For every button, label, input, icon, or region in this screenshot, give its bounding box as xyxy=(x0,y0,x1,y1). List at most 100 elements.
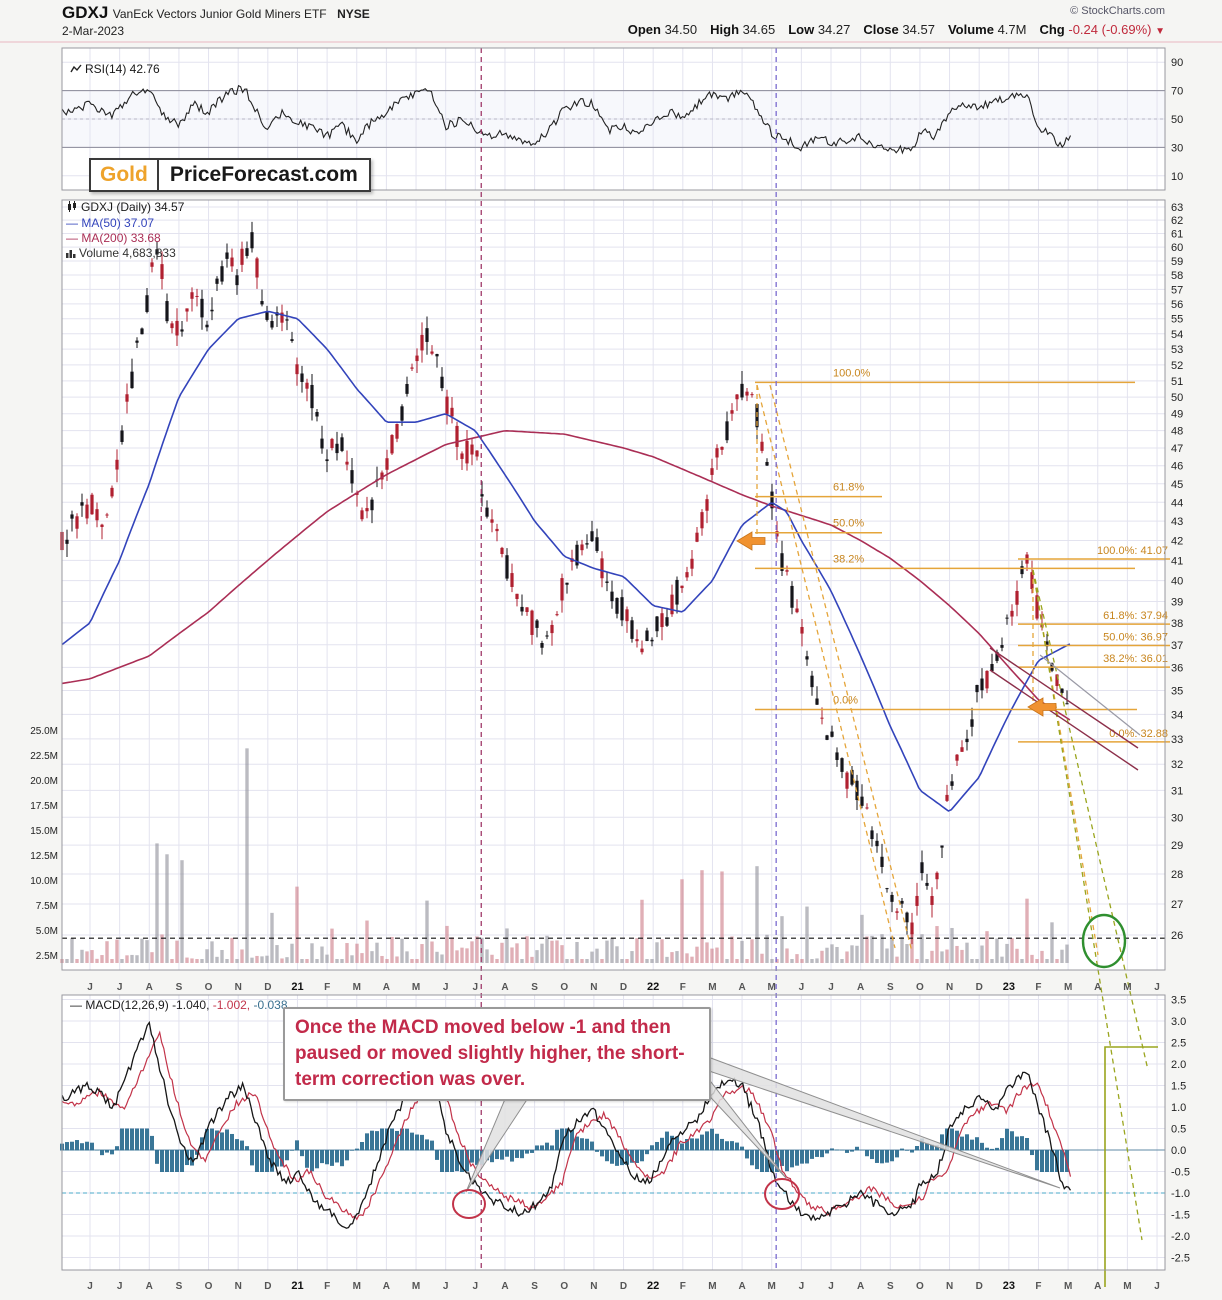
svg-text:29: 29 xyxy=(1171,840,1183,852)
svg-text:D: D xyxy=(264,1281,271,1292)
svg-text:61.8%: 37.94: 61.8%: 37.94 xyxy=(1103,610,1168,622)
svg-text:O: O xyxy=(916,1281,924,1292)
declining-channel-lines xyxy=(989,647,1141,771)
svg-text:M: M xyxy=(708,1281,716,1292)
svg-text:23: 23 xyxy=(1003,981,1015,993)
svg-text:40: 40 xyxy=(1171,576,1183,588)
svg-text:59: 59 xyxy=(1171,256,1183,268)
svg-text:F: F xyxy=(680,1281,686,1292)
svg-text:2.5: 2.5 xyxy=(1171,1038,1186,1050)
chart-date: 2-Mar-2023 xyxy=(62,24,125,38)
logo-rest-text: PriceForecast.com xyxy=(156,160,369,190)
legend-ma200: MA(200) 33.68 xyxy=(81,231,161,245)
svg-text:F: F xyxy=(324,982,330,993)
svg-text:2.0: 2.0 xyxy=(1171,1059,1186,1071)
svg-text:12.5M: 12.5M xyxy=(30,851,58,862)
svg-text:38.2%: 36.01: 38.2%: 36.01 xyxy=(1103,653,1168,665)
svg-text:-1.0: -1.0 xyxy=(1171,1188,1190,1200)
main-chart-legend: GDXJ (Daily) 34.57 — MA(50) 37.07 — MA(2… xyxy=(66,200,185,260)
svg-text:70: 70 xyxy=(1171,86,1183,98)
svg-text:32: 32 xyxy=(1171,759,1183,771)
close-value: 34.57 xyxy=(902,22,935,37)
svg-text:0.5: 0.5 xyxy=(1171,1124,1186,1136)
svg-text:90: 90 xyxy=(1171,57,1183,69)
svg-text:30: 30 xyxy=(1171,812,1183,824)
macd-line xyxy=(61,1020,1072,1229)
svg-text:46: 46 xyxy=(1171,461,1183,473)
svg-text:42: 42 xyxy=(1171,536,1183,548)
svg-text:D: D xyxy=(976,982,983,993)
svg-text:5.0M: 5.0M xyxy=(36,926,58,937)
rsi-reference-lines xyxy=(62,90,1165,148)
svg-text:56: 56 xyxy=(1171,299,1183,311)
svg-text:N: N xyxy=(235,1281,242,1292)
svg-text:F: F xyxy=(1035,1281,1041,1292)
svg-text:53: 53 xyxy=(1171,344,1183,356)
svg-text:J: J xyxy=(117,1281,123,1292)
svg-text:J: J xyxy=(1154,982,1160,993)
red-circle-annotation-2 xyxy=(764,1178,800,1210)
svg-text:37: 37 xyxy=(1171,640,1183,652)
svg-text:J: J xyxy=(799,1281,805,1292)
svg-text:55: 55 xyxy=(1171,314,1183,326)
svg-text:38.2%: 38.2% xyxy=(833,553,864,565)
svg-text:61.8%: 61.8% xyxy=(833,482,864,494)
svg-text:A: A xyxy=(383,982,390,993)
svg-text:M: M xyxy=(1064,1281,1072,1292)
svg-text:21: 21 xyxy=(291,1280,303,1292)
svg-text:-1.5: -1.5 xyxy=(1171,1210,1190,1222)
ma50-line xyxy=(61,310,1071,812)
svg-text:J: J xyxy=(473,982,479,993)
svg-text:2.5M: 2.5M xyxy=(36,951,58,962)
svg-text:44: 44 xyxy=(1171,497,1183,509)
open-value: 34.50 xyxy=(664,22,698,37)
svg-text:38: 38 xyxy=(1171,618,1183,630)
logo-gold-text: Gold xyxy=(100,163,148,186)
svg-text:N: N xyxy=(946,982,953,993)
svg-text:10: 10 xyxy=(1171,171,1183,183)
svg-text:100.0%: 41.07: 100.0%: 41.07 xyxy=(1097,545,1168,557)
svg-text:1.5: 1.5 xyxy=(1171,1081,1186,1093)
candlestick-icon xyxy=(66,201,78,216)
svg-text:51: 51 xyxy=(1171,376,1183,388)
svg-text:M: M xyxy=(1064,982,1072,993)
svg-text:N: N xyxy=(590,982,597,993)
macd-line-value: -1.040, xyxy=(172,998,210,1012)
open-label: Open xyxy=(627,22,661,37)
svg-text:D: D xyxy=(620,1281,627,1292)
svg-text:J: J xyxy=(828,1281,834,1292)
instrument-name: VanEck Vectors Junior Gold Miners ETF xyxy=(112,7,327,21)
svg-text:J: J xyxy=(87,982,93,993)
svg-text:21: 21 xyxy=(291,981,303,993)
svg-text:J: J xyxy=(1154,1281,1160,1292)
chg-label: Chg xyxy=(1039,22,1065,37)
svg-text:30: 30 xyxy=(1171,142,1183,154)
svg-text:23: 23 xyxy=(1003,1280,1015,1292)
svg-text:39: 39 xyxy=(1171,596,1183,608)
svg-text:S: S xyxy=(887,1281,894,1292)
svg-text:S: S xyxy=(176,1281,183,1292)
volume-value: 4.7M xyxy=(997,22,1027,37)
svg-text:63: 63 xyxy=(1171,202,1183,214)
macd-signal-value: -1.002, xyxy=(212,998,251,1012)
svg-text:O: O xyxy=(560,982,568,993)
high-value: 34.65 xyxy=(742,22,776,37)
svg-text:A: A xyxy=(146,1281,153,1292)
high-label: High xyxy=(710,22,740,37)
svg-text:61: 61 xyxy=(1171,229,1183,241)
svg-text:50: 50 xyxy=(1171,392,1183,404)
close-label: Close xyxy=(863,22,899,37)
svg-text:3.5: 3.5 xyxy=(1171,995,1186,1007)
svg-text:48: 48 xyxy=(1171,426,1183,438)
svg-text:M: M xyxy=(708,982,716,993)
svg-text:S: S xyxy=(531,1281,538,1292)
green-circle-annotation xyxy=(1081,913,1127,969)
svg-text:7.5M: 7.5M xyxy=(36,901,58,912)
red-circle-annotation-1 xyxy=(452,1189,486,1219)
svg-text:M: M xyxy=(768,1281,776,1292)
svg-text:N: N xyxy=(590,1281,597,1292)
svg-text:50: 50 xyxy=(1171,114,1183,126)
svg-text:A: A xyxy=(738,1281,745,1292)
svg-text:A: A xyxy=(501,1281,508,1292)
rsi-label: RSI(14) 42.76 xyxy=(85,62,160,76)
